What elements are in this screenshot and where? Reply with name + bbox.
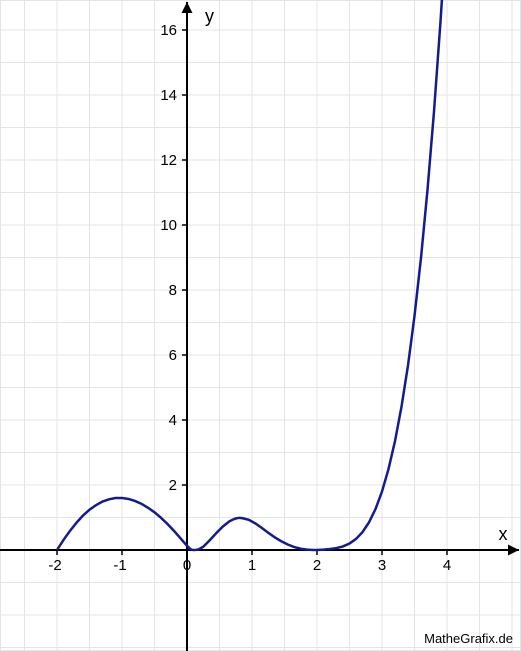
x-tick-label: -1 [113,557,126,574]
y-tick-label: 2 [169,477,177,494]
plot-svg: -2-101234246810121416xyMatheGrafix.de [0,0,521,651]
plot-background [0,0,521,651]
x-tick-label: 2 [313,557,321,574]
y-tick-label: 12 [160,152,177,169]
x-tick-label: 3 [378,557,386,574]
function-plot: -2-101234246810121416xyMatheGrafix.de [0,0,521,651]
x-tick-label: 0 [183,557,191,574]
credit-text: MatheGrafix.de [424,631,513,646]
y-tick-label: 6 [169,347,177,364]
x-tick-label: 1 [248,557,256,574]
y-axis-label: y [205,6,214,26]
x-axis-label: x [499,524,508,544]
y-tick-label: 14 [160,87,177,104]
y-tick-label: 10 [160,217,177,234]
x-tick-label: -2 [48,557,61,574]
y-tick-label: 8 [169,282,177,299]
x-tick-label: 4 [443,557,451,574]
y-tick-label: 4 [169,412,177,429]
y-tick-label: 16 [160,22,177,39]
